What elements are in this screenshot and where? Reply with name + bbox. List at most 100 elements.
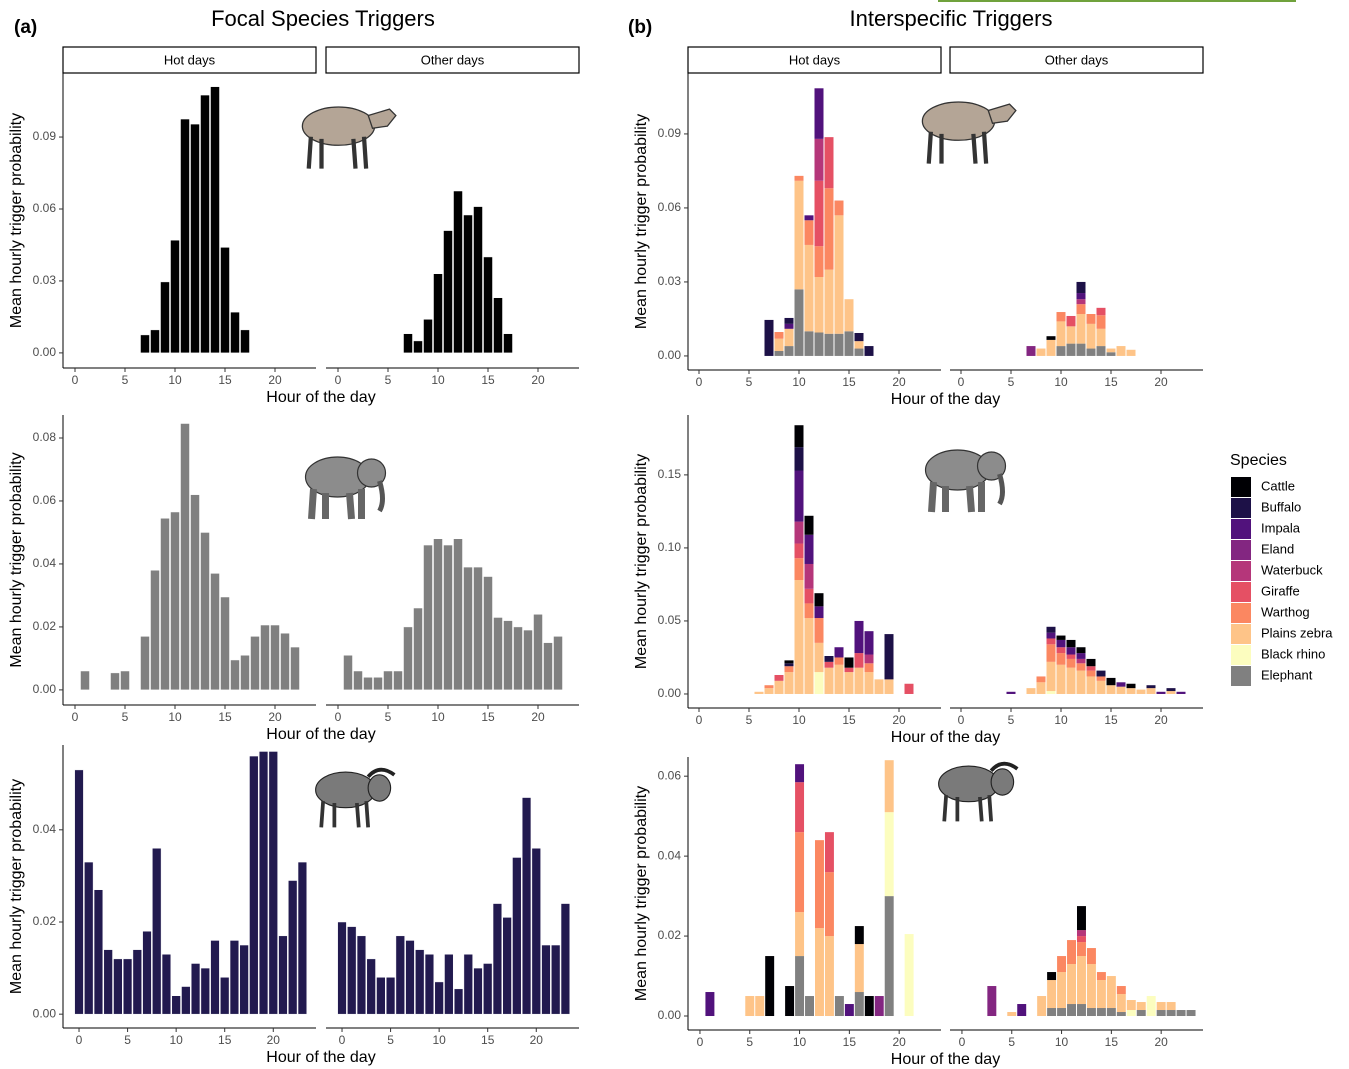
bar [376,977,386,1015]
bar [385,977,396,1015]
bar-segment [774,338,784,352]
bar-segment [814,606,824,619]
bar-segment [1076,304,1086,315]
x-tick-label: 15 [218,710,232,724]
bar-segment [794,543,804,559]
bar-segment [794,447,804,471]
bar [210,940,220,1015]
bar-segment [804,618,814,694]
x-axis-label: Hour of the day [266,389,375,406]
bar [249,755,259,1015]
bar-segment [705,992,715,1017]
bar [288,880,298,1015]
bar-segment [824,936,834,1017]
x-tick-label: 10 [1054,375,1068,389]
bar-segment [1086,964,1096,1009]
bar [268,751,278,1015]
y-tick-label: 0.04 [658,848,682,862]
bar-segment [1076,936,1086,943]
bar [190,963,201,1015]
panel-title: Focal Species Triggers [211,6,435,31]
bar-segment [754,691,764,694]
y-tick-label: 0.05 [658,613,682,627]
bar [373,677,383,691]
bar-segment [1166,1010,1176,1017]
bar-segment [1086,676,1096,694]
bar-segment [814,277,824,333]
y-tick-label: 0.04 [33,822,57,836]
bar-segment [784,660,794,664]
x-tick-label: 10 [793,1035,807,1049]
bar-segment [1176,691,1186,694]
bar [483,963,493,1015]
bar [512,857,522,1015]
bar-segment [834,664,844,694]
bar-segment [1067,1004,1077,1017]
bar-segment [844,657,854,668]
bar-segment [1096,328,1106,347]
bar-segment [1096,676,1106,681]
bar [483,576,493,691]
bar-segment [1076,314,1086,344]
bar-segment [794,558,804,581]
bar [463,954,473,1015]
bar-segment [884,634,894,680]
x-tick-label: 10 [1055,1035,1069,1049]
bar-segment [1017,1004,1027,1017]
bar [180,423,190,691]
bar-segment [1106,352,1116,356]
bar-segment [764,319,774,356]
bar-segment [1056,653,1066,665]
bar [473,967,483,1015]
bar-segment [1046,691,1056,694]
bar [473,566,483,691]
bar-segment [824,269,834,334]
x-tick-label: 5 [1008,713,1015,727]
bar [239,944,249,1015]
x-tick-label: 15 [843,1035,857,1049]
bar-segment [784,323,794,329]
bar-segment [1046,339,1056,356]
bar [337,921,347,1015]
bar-segment [844,1004,854,1017]
bar [160,518,170,691]
bar-segment [844,299,854,332]
legend-swatch [1231,624,1251,644]
bar-segment [987,986,997,1017]
x-tick-label: 20 [1154,713,1168,727]
bar-segment [794,180,804,290]
bar-segment [1046,644,1056,662]
bar-segment [1156,691,1166,694]
y-axis-label: Mean hourly trigger probability [633,454,650,669]
bar [443,544,453,691]
bar-segment [1026,346,1036,356]
x-tick-label: 20 [531,710,545,724]
buffalo-icon [936,761,1020,824]
bar-segment [1136,689,1146,694]
bar-segment [1146,685,1156,689]
x-tick-label: 5 [1008,375,1015,389]
x-tick-label: 5 [385,373,392,387]
y-tick-label: 0.15 [658,467,682,481]
bar-segment [854,667,864,694]
bar-segment [1056,635,1066,640]
bar-segment [774,674,784,681]
bar-segment [814,246,824,278]
bar [103,949,113,1015]
bar-segment [854,944,864,993]
bar-segment [1057,956,1067,973]
bar-segment [804,534,814,564]
bar-segment [834,657,844,665]
bar-segment [834,200,844,216]
bar-segment [1036,348,1046,356]
bar-segment [814,840,824,929]
x-tick-label: 15 [1104,713,1118,727]
y-tick-label: 0.00 [33,1006,57,1020]
bar-segment [1046,638,1056,645]
bar-segment [814,332,824,356]
bar-segment [774,351,784,356]
facet-label: Other days [1045,52,1109,67]
bar [513,626,523,691]
bar [560,903,571,1015]
bar-segment [1056,312,1066,322]
